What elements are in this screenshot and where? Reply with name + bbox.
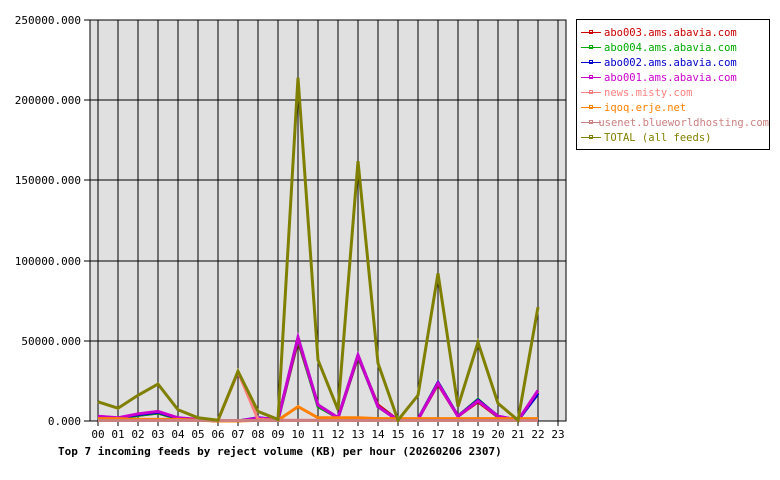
y-tick-label: 150000.000 (15, 174, 81, 187)
legend-line-marker-icon (581, 103, 601, 112)
legend-line-marker-icon (581, 118, 601, 127)
legend-item: usenet.blueworldhosting.com (577, 115, 769, 130)
legend-label: usenet.blueworldhosting.com (598, 116, 769, 129)
x-tick-label: 13 (351, 428, 364, 441)
x-tick-label: 00 (91, 428, 104, 441)
legend-label: TOTAL (all feeds) (604, 131, 712, 144)
x-axis: 00 01 02 03 04 05 06 07 08 09 10 11 12 13 14 15 16 17 18 19… (91, 421, 565, 441)
legend-label: abo001.ams.abavia.com (604, 71, 737, 84)
legend-item: news.misty.com (577, 85, 769, 100)
x-tick-label: 04 (171, 428, 185, 441)
x-tick-label: 06 (211, 428, 224, 441)
legend-item: abo002.ams.abavia.com (577, 55, 769, 70)
legend-item: iqoq.erje.net (577, 100, 769, 115)
legend-label: abo003.ams.abavia.com (604, 26, 737, 39)
legend-item: abo003.ams.abavia.com (577, 25, 769, 40)
plot-background (89, 19, 567, 422)
x-tick-label: 17 (431, 428, 444, 441)
series-line (97, 331, 540, 423)
x-tick-label: 18 (451, 428, 464, 441)
data-series (97, 77, 540, 424)
x-tick-label: 11 (311, 428, 324, 441)
legend-line-marker-icon (581, 133, 601, 142)
x-tick-label: 08 (251, 428, 264, 441)
legend: abo003.ams.abavia.com abo004.ams.abavia.c… (576, 19, 770, 150)
y-tick-label: 0.000 (48, 415, 81, 428)
legend-line-marker-icon (581, 88, 601, 97)
legend-line-marker-icon (581, 58, 601, 67)
x-tick-label: 07 (231, 428, 244, 441)
x-tick-label: 19 (471, 428, 484, 441)
y-tick-label: 200000.000 (15, 94, 81, 107)
y-tick-label: 100000.000 (15, 255, 81, 268)
y-axis: 0.000 50000.000 100000.000 150000.000 200000… (15, 14, 90, 428)
legend-item: TOTAL (all feeds) (577, 130, 769, 145)
legend-label: abo002.ams.abavia.com (604, 56, 737, 69)
legend-label: iqoq.erje.net (604, 101, 687, 114)
x-tick-label: 21 (511, 428, 524, 441)
x-tick-label: 10 (291, 428, 304, 441)
legend-line-marker-icon (581, 28, 601, 37)
y-tick-label: 50000.000 (21, 335, 81, 348)
x-tick-label: 20 (491, 428, 504, 441)
legend-line-marker-icon (581, 73, 601, 82)
chart-title: Top 7 incoming feeds by reject volume (K… (58, 445, 502, 458)
series-line (97, 77, 540, 424)
x-tick-label: 16 (411, 428, 424, 441)
x-tick-label: 05 (191, 428, 204, 441)
x-tick-label: 12 (331, 428, 344, 441)
legend-label: abo004.ams.abavia.com (604, 41, 737, 54)
x-tick-label: 02 (131, 428, 144, 441)
x-tick-label: 03 (151, 428, 164, 441)
y-tick-label: 250000.000 (15, 14, 81, 27)
x-tick-label: 14 (371, 428, 385, 441)
legend-item: abo004.ams.abavia.com (577, 40, 769, 55)
legend-item: abo001.ams.abavia.com (577, 70, 769, 85)
x-tick-label: 22 (531, 428, 544, 441)
x-tick-label: 15 (391, 428, 404, 441)
legend-label: news.misty.com (604, 86, 693, 99)
legend-line-marker-icon (581, 43, 601, 52)
x-tick-label: 09 (271, 428, 284, 441)
x-tick-label: 01 (111, 428, 124, 441)
x-tick-label: 23 (551, 428, 564, 441)
